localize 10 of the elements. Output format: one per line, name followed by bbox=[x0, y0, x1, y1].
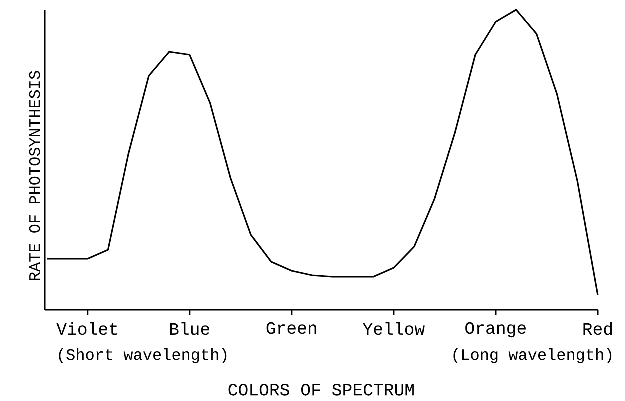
x-tick-label: Blue bbox=[170, 322, 210, 336]
x-tick-label: Red bbox=[584, 322, 612, 336]
text: (Short wavelength) bbox=[59, 348, 227, 364]
text: (Long wavelength) bbox=[454, 348, 612, 364]
y-axis-title: RATE OF PHOTOSYNTHESIS bbox=[29, 71, 40, 280]
x-axis-title: COLORS OF SPECTRUM bbox=[228, 384, 414, 396]
x-tick-label: Green bbox=[266, 322, 316, 334]
x-tick-label: Orange bbox=[466, 322, 526, 338]
x-tick-label: Violet bbox=[56, 322, 118, 336]
x-tick-label: Yellow bbox=[363, 322, 425, 336]
